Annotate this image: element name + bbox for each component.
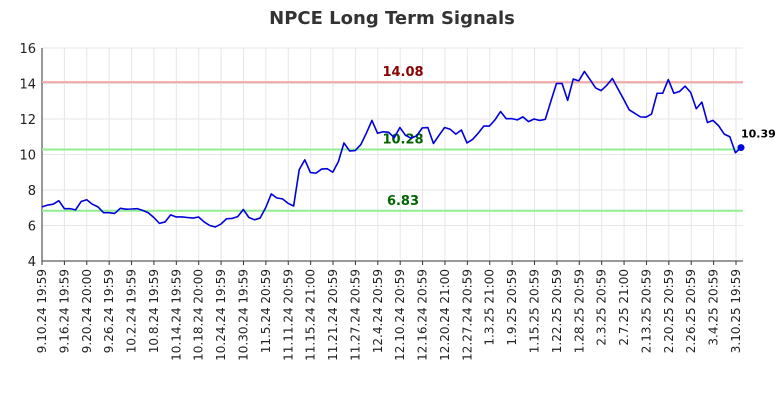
x-tick-label: 10.14.24 19:59 <box>169 269 183 361</box>
reference-line-label: 14.08 <box>382 65 423 80</box>
x-tick-label: 9.16.24 19:59 <box>57 269 71 353</box>
x-tick-label: 10.18.24 20:00 <box>192 269 206 361</box>
y-tick-label: 12 <box>19 113 36 128</box>
x-tick-label: 10.8.24 19:59 <box>147 269 161 353</box>
x-tick-label: 1.22.25 20:59 <box>550 269 564 353</box>
y-tick-label: 14 <box>19 78 36 93</box>
x-tick-label: 9.26.24 19:59 <box>102 269 116 353</box>
x-tick-label: 10.2.24 19:59 <box>125 269 139 353</box>
x-tick-label: 12.27.24 20:59 <box>460 269 474 361</box>
y-tick-label: 6 <box>28 220 36 235</box>
x-tick-label: 11.11.24 20:59 <box>281 269 295 361</box>
x-tick-label: 11.27.24 20:59 <box>348 269 362 361</box>
y-tick-label: 8 <box>28 184 36 199</box>
last-point-marker <box>737 144 745 152</box>
x-tick-label: 11.5.24 20:59 <box>259 269 273 353</box>
x-tick-label: 2.3.25 20:59 <box>595 269 609 346</box>
x-tick-label: 3.10.25 19:59 <box>729 269 743 353</box>
x-tick-label: 11.15.24 21:00 <box>304 269 318 361</box>
x-tick-label: 2.13.25 20:59 <box>639 269 653 353</box>
x-tick-label: 9.20.24 20:00 <box>80 269 94 353</box>
x-tick-label: 12.20.24 21:00 <box>438 269 452 361</box>
chart-title: NPCE Long Term Signals <box>269 8 515 29</box>
reference-line-label: 6.83 <box>387 194 419 209</box>
x-tick-label: 11.21.24 20:59 <box>326 269 340 361</box>
x-tick-label: 2.7.25 21:00 <box>617 269 631 346</box>
x-tick-label: 2.20.25 20:59 <box>662 269 676 353</box>
x-tick-label: 10.30.24 19:59 <box>236 269 250 361</box>
last-value-label: 10.39 <box>741 128 776 141</box>
y-tick-label: 16 <box>19 42 36 57</box>
x-tick-label: 1.9.25 20:59 <box>505 269 519 346</box>
x-tick-label: 12.16.24 20:59 <box>416 269 430 361</box>
x-tick-label: 12.4.24 20:59 <box>371 269 385 353</box>
x-tick-label: 1.15.25 20:59 <box>528 269 542 353</box>
x-tick-label: 1.3.25 21:00 <box>483 269 497 346</box>
y-tick-label: 10 <box>19 149 36 164</box>
x-tick-label: 12.10.24 20:59 <box>393 269 407 361</box>
x-tick-label: 3.4.25 20:59 <box>707 269 721 346</box>
x-tick-label: 9.10.24 19:59 <box>35 269 49 353</box>
x-tick-label: 2.26.25 20:59 <box>684 269 698 353</box>
series-line <box>41 70 742 228</box>
x-tick-label: 1.28.25 20:59 <box>572 269 586 353</box>
y-tick-label: 4 <box>28 255 36 270</box>
x-tick-label: 10.24.24 19:59 <box>214 269 228 361</box>
